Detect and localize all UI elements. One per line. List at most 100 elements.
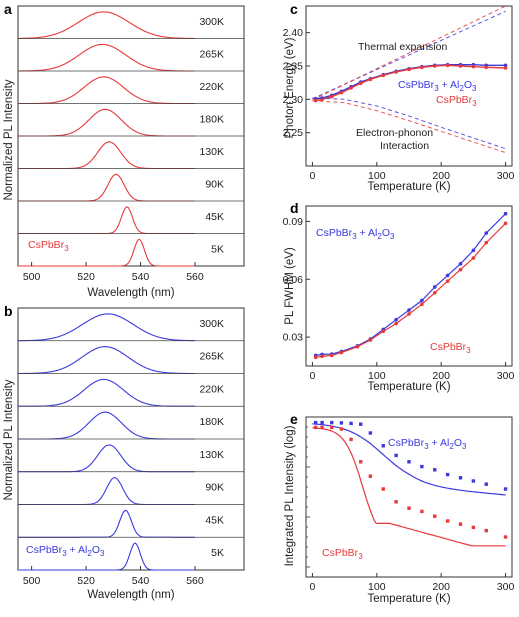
temp-label-300K: 300K bbox=[199, 318, 224, 330]
ytick-label-2.4: 2.40 bbox=[283, 27, 304, 39]
temp-label-130K: 130K bbox=[199, 146, 224, 158]
point-red bbox=[407, 67, 411, 72]
spectrum-5K bbox=[18, 238, 195, 267]
temp-label-90K: 90K bbox=[205, 178, 224, 190]
point-blue bbox=[339, 421, 344, 425]
temp-label-220K: 220K bbox=[199, 81, 224, 93]
xtick-label-500: 500 bbox=[23, 575, 41, 587]
xtick-label-300: 300 bbox=[497, 581, 515, 593]
temp-label-130K: 130K bbox=[199, 449, 224, 461]
point-blue bbox=[381, 444, 385, 448]
point-red bbox=[381, 487, 385, 491]
point-blue bbox=[503, 487, 508, 491]
spectrum-90K bbox=[18, 477, 195, 506]
xtick-label-300: 300 bbox=[497, 170, 515, 182]
panel-c-plot: 0 100 200 300 2.25 2.30 2.35 2.40 bbox=[283, 5, 515, 182]
point-blue bbox=[407, 308, 411, 312]
point-red bbox=[368, 474, 373, 478]
panel-a-ylabel: Normalized PL Intensity bbox=[3, 79, 15, 200]
point-red bbox=[433, 514, 437, 518]
point-blue bbox=[503, 63, 508, 68]
xtick-label-0: 0 bbox=[310, 370, 316, 382]
spectrum-220K bbox=[18, 76, 195, 105]
point-red bbox=[368, 77, 373, 82]
xtick-label-520: 520 bbox=[77, 575, 95, 587]
point-blue bbox=[320, 420, 324, 425]
panel-c-label-red: CsPbBr3 bbox=[436, 94, 477, 108]
panel-a-xlabel: Wavelength (nm) bbox=[87, 287, 174, 299]
temp-label-5K: 5K bbox=[211, 243, 224, 255]
fit-blue bbox=[312, 423, 506, 496]
line-Electron-phonon-red- bbox=[312, 100, 506, 154]
point-red bbox=[359, 460, 363, 464]
temp-label-300K: 300K bbox=[199, 16, 224, 28]
point-blue bbox=[484, 231, 489, 235]
point-red bbox=[471, 525, 476, 530]
panel-label-d: d bbox=[290, 200, 299, 216]
temp-label-90K: 90K bbox=[205, 482, 224, 494]
xtick-label-520: 520 bbox=[77, 271, 95, 283]
point-red bbox=[407, 312, 411, 316]
point-red bbox=[320, 354, 324, 359]
point-red bbox=[381, 329, 386, 334]
point-red bbox=[420, 65, 424, 70]
point-red bbox=[432, 290, 437, 295]
temp-label-220K: 220K bbox=[199, 383, 224, 395]
xtick-label-300: 300 bbox=[497, 370, 515, 382]
point-blue bbox=[349, 421, 353, 426]
point-blue bbox=[330, 420, 334, 425]
panel-label-c: c bbox=[290, 1, 298, 17]
point-red bbox=[330, 425, 334, 430]
xtick-label-100: 100 bbox=[368, 370, 386, 382]
xtick-label-200: 200 bbox=[432, 370, 450, 382]
xtick-label-540: 540 bbox=[132, 575, 150, 587]
panel-e-label-red: CsPbBr3 bbox=[322, 547, 363, 561]
point-red bbox=[484, 65, 489, 70]
point-red bbox=[503, 535, 508, 539]
spectrum-180K bbox=[18, 411, 195, 440]
spectrum-130K bbox=[18, 141, 195, 170]
point-red bbox=[313, 355, 318, 360]
point-blue bbox=[471, 248, 476, 253]
spectrum-45K bbox=[18, 509, 195, 538]
point-red bbox=[358, 81, 363, 86]
panel-c-ylabel: Photon Energy (eV) bbox=[284, 37, 296, 138]
temp-label-265K: 265K bbox=[199, 351, 224, 363]
point-red bbox=[503, 221, 508, 226]
panel-d-plot: 0 100 200 300 0.03 0.06 0.09 bbox=[283, 211, 515, 382]
line-Thermal-expansion-red- bbox=[312, 5, 506, 101]
temp-label-180K: 180K bbox=[199, 113, 224, 125]
panel-e-xlabel: Temperature (K) bbox=[367, 593, 450, 605]
xtick-label-200: 200 bbox=[432, 170, 450, 182]
point-red bbox=[484, 240, 489, 245]
point-blue bbox=[484, 482, 488, 486]
line-Electron-phonon-blue- bbox=[312, 97, 506, 150]
panel-e-label-blue: CsPbBr3 + Al2O3 bbox=[388, 437, 467, 451]
spectrum-180K bbox=[18, 108, 195, 137]
panel-a-sample-label: CsPbBr3 bbox=[28, 239, 69, 253]
point-red bbox=[471, 64, 476, 69]
xtick-label-560: 560 bbox=[186, 271, 204, 283]
ytick-label-0.09: 0.09 bbox=[283, 216, 304, 228]
point-red bbox=[394, 70, 398, 74]
point-blue bbox=[433, 468, 437, 472]
temp-label-5K: 5K bbox=[211, 547, 224, 559]
panel-c-xlabel: Temperature (K) bbox=[367, 181, 450, 193]
ytick-label-0.03: 0.03 bbox=[283, 332, 304, 344]
xtick-label-200: 200 bbox=[432, 581, 450, 593]
point-red bbox=[339, 427, 344, 431]
point-red bbox=[329, 353, 334, 358]
panel-c-annotation-ep1: Electron-phonon bbox=[356, 127, 433, 139]
panel-label-e: e bbox=[290, 411, 298, 427]
point-red bbox=[458, 522, 463, 526]
spectrum-130K bbox=[18, 444, 195, 473]
point-red bbox=[484, 528, 488, 533]
xtick-label-100: 100 bbox=[368, 170, 386, 182]
point-blue bbox=[313, 420, 318, 425]
point-red bbox=[420, 302, 424, 307]
point-red bbox=[368, 338, 373, 342]
point-red bbox=[381, 73, 386, 78]
temp-label-45K: 45K bbox=[205, 514, 224, 526]
xtick-label-500: 500 bbox=[23, 271, 41, 283]
